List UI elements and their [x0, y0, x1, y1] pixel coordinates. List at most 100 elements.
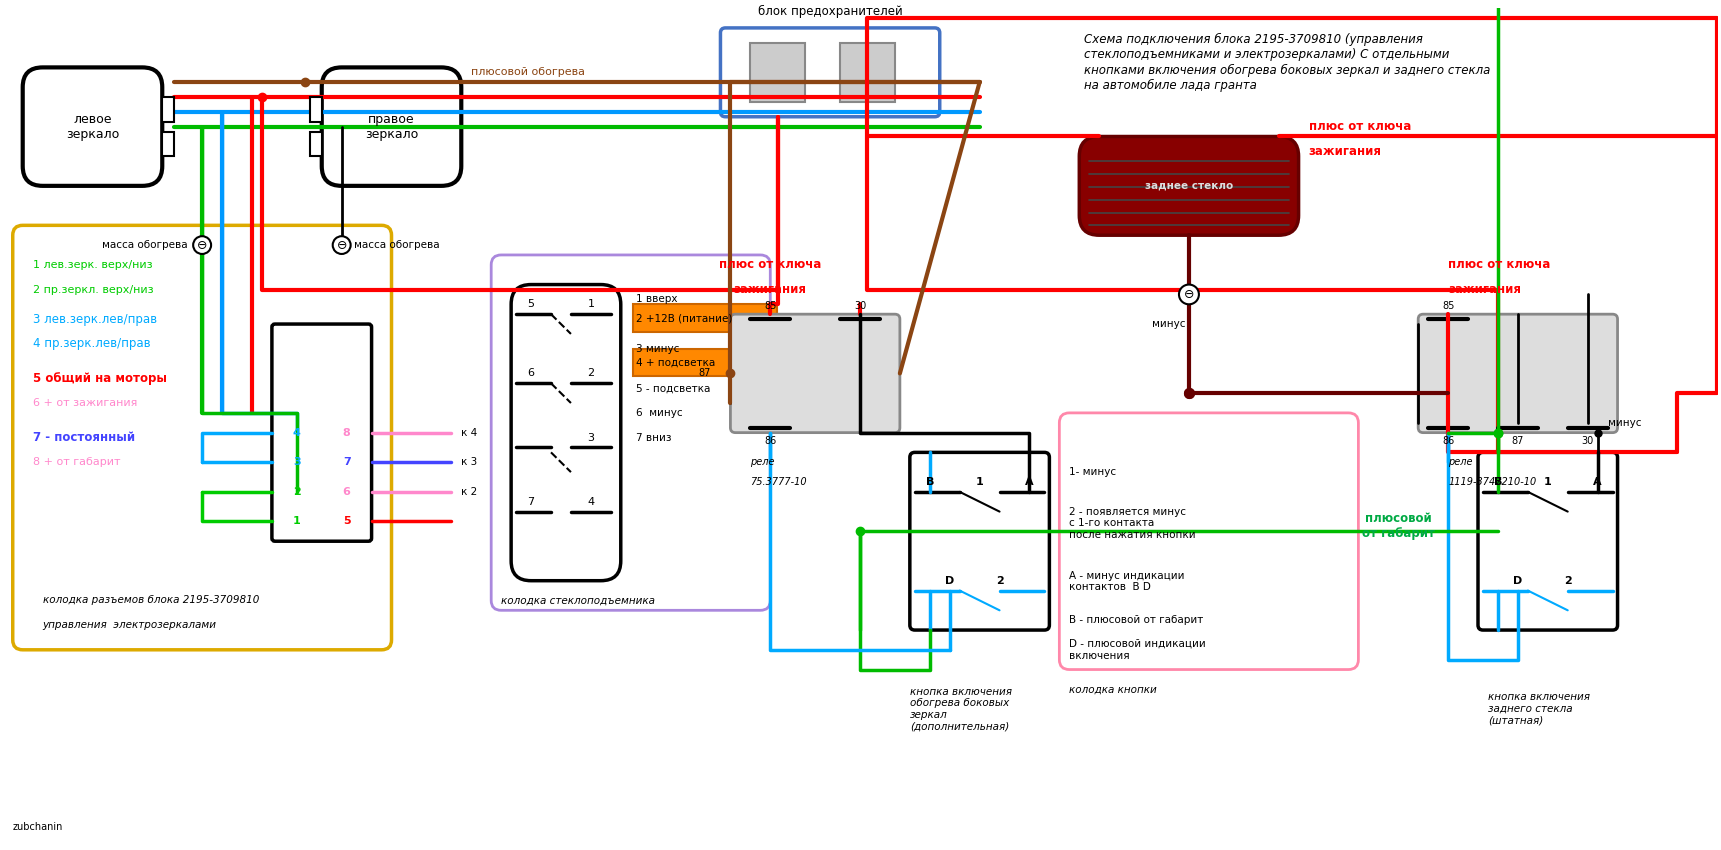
Text: 8 + от габарит: 8 + от габарит [33, 457, 120, 468]
Circle shape [332, 236, 351, 254]
Text: кнопка включения
обогрева боковых
зеркал
(дополнительная): кнопка включения обогрева боковых зеркал… [910, 687, 1012, 732]
Text: A: A [1594, 477, 1602, 487]
Text: реле: реле [750, 457, 774, 468]
Text: 5: 5 [528, 299, 535, 309]
Bar [633, 304, 778, 332]
Text: zubchanin: zubchanin [12, 823, 64, 832]
Text: 2 +12В (питание): 2 +12В (питание) [635, 313, 731, 323]
Text: 87: 87 [1511, 435, 1525, 445]
Bar [310, 97, 322, 122]
Text: колодка разъемов блока 2195-3709810: колодка разъемов блока 2195-3709810 [43, 596, 260, 605]
Text: 6 + от зажигания: 6 + от зажигания [33, 398, 138, 408]
Text: 1: 1 [293, 517, 301, 526]
Bar [633, 348, 778, 377]
Text: плюсовой обогрева: плюсовой обогрева [472, 67, 585, 77]
Text: 3: 3 [587, 433, 594, 443]
Text: 7: 7 [342, 457, 351, 468]
Text: к 3: к 3 [461, 457, 477, 468]
Text: B - плюсовой от габарит: B - плюсовой от габарит [1069, 615, 1203, 626]
Text: 1 лев.зерк. верх/низ: 1 лев.зерк. верх/низ [33, 260, 151, 269]
FancyBboxPatch shape [490, 255, 771, 610]
Text: реле: реле [1447, 457, 1473, 468]
Text: 4 пр.зерк.лев/прав: 4 пр.зерк.лев/прав [33, 337, 150, 350]
Text: 7 - постоянный: 7 - постоянный [33, 431, 134, 444]
Text: левое
зеркало: левое зеркало [65, 113, 119, 140]
Text: D: D [945, 575, 955, 586]
Text: Схема подключения блока 2195-3709810 (управления
стеклоподъемниками и электрозер: Схема подключения блока 2195-3709810 (уп… [1084, 33, 1490, 92]
Text: 2: 2 [1564, 575, 1571, 586]
Text: блок предохранителей: блок предохранителей [757, 5, 902, 18]
Text: ⊖: ⊖ [1184, 288, 1194, 301]
Text: A: A [1026, 477, 1034, 487]
Text: D: D [1513, 575, 1523, 586]
Text: плюс от ключа: плюс от ключа [1447, 258, 1551, 271]
Circle shape [193, 236, 212, 254]
FancyBboxPatch shape [322, 67, 461, 186]
Text: 2: 2 [293, 487, 301, 497]
Text: 86: 86 [764, 435, 776, 445]
Text: кнопка включения
заднего стекла
(штатная): кнопка включения заднего стекла (штатная… [1489, 693, 1590, 726]
Text: 85: 85 [764, 301, 776, 311]
Text: зажигания: зажигания [1308, 144, 1382, 158]
Text: 30: 30 [1582, 435, 1594, 445]
Text: D - плюсовой индикации
включения: D - плюсовой индикации включения [1069, 639, 1206, 660]
FancyBboxPatch shape [12, 225, 391, 649]
Text: 4: 4 [293, 428, 301, 438]
Text: 5 - подсветка: 5 - подсветка [635, 383, 711, 394]
Text: минус: минус [1607, 417, 1642, 428]
FancyBboxPatch shape [1060, 413, 1358, 670]
Text: масса обогрева: масса обогрева [103, 240, 188, 250]
FancyBboxPatch shape [1478, 452, 1618, 630]
Text: 5 общий на моторы: 5 общий на моторы [33, 371, 167, 385]
Text: 2 пр.зеркл. верх/низ: 2 пр.зеркл. верх/низ [33, 285, 153, 294]
Bar [310, 132, 322, 156]
Text: зажигания: зажигания [733, 283, 807, 296]
Circle shape [1179, 285, 1200, 304]
Text: минус: минус [1153, 319, 1186, 329]
Text: масса обогрева: масса обогрева [353, 240, 439, 250]
FancyBboxPatch shape [910, 452, 1050, 630]
Text: 5: 5 [342, 517, 351, 526]
Text: 30: 30 [854, 301, 866, 311]
Text: 3 лев.зерк.лев/прав: 3 лев.зерк.лев/прав [33, 313, 157, 326]
Text: 1 вверх: 1 вверх [635, 294, 678, 304]
Text: плюсовой
от габарит: плюсовой от габарит [1361, 512, 1435, 540]
Text: управления  электрозеркалами: управления электрозеркалами [43, 620, 217, 630]
Text: колодка стеклоподъемника: колодка стеклоподъемника [501, 596, 656, 605]
Text: 2: 2 [587, 368, 594, 378]
Text: к 4: к 4 [461, 428, 477, 438]
Text: B: B [926, 477, 935, 487]
Bar [162, 132, 174, 156]
Text: 1: 1 [1544, 477, 1552, 487]
Text: плюс от ключа: плюс от ключа [1308, 120, 1411, 133]
Text: 4 + подсветка: 4 + подсветка [635, 358, 714, 367]
FancyBboxPatch shape [22, 67, 162, 186]
Text: 7: 7 [528, 496, 535, 507]
Text: 8: 8 [342, 428, 351, 438]
Text: 6: 6 [528, 368, 535, 378]
Text: 75.3777-10: 75.3777-10 [750, 477, 807, 487]
Bar [840, 42, 895, 102]
Text: А - минус индикации
контактов  B D: А - минус индикации контактов B D [1069, 571, 1184, 592]
Text: 2: 2 [996, 575, 1003, 586]
Text: 7 вниз: 7 вниз [635, 433, 671, 443]
Text: к 2: к 2 [461, 487, 477, 497]
Text: заднее стекло: заднее стекло [1144, 181, 1232, 191]
Text: B: B [1494, 477, 1502, 487]
Bar [750, 42, 805, 102]
Text: 85: 85 [1442, 301, 1454, 311]
Text: ⊖: ⊖ [196, 239, 208, 252]
Text: 2 - появляется минус
с 1-го контакта
после нажатия кнопки: 2 - появляется минус с 1-го контакта пос… [1069, 507, 1196, 540]
Text: 3: 3 [293, 457, 301, 468]
Text: 86: 86 [1442, 435, 1454, 445]
Text: ⊖: ⊖ [336, 239, 348, 252]
FancyBboxPatch shape [272, 324, 372, 541]
Text: 1- минус: 1- минус [1069, 468, 1117, 477]
Text: правое
зеркало: правое зеркало [365, 113, 418, 140]
FancyBboxPatch shape [730, 314, 900, 433]
FancyBboxPatch shape [1079, 137, 1299, 235]
Text: зажигания: зажигания [1447, 283, 1521, 296]
Text: 1: 1 [976, 477, 983, 487]
Text: плюс от ключа: плюс от ключа [719, 258, 821, 271]
Text: колодка кнопки: колодка кнопки [1069, 684, 1157, 694]
